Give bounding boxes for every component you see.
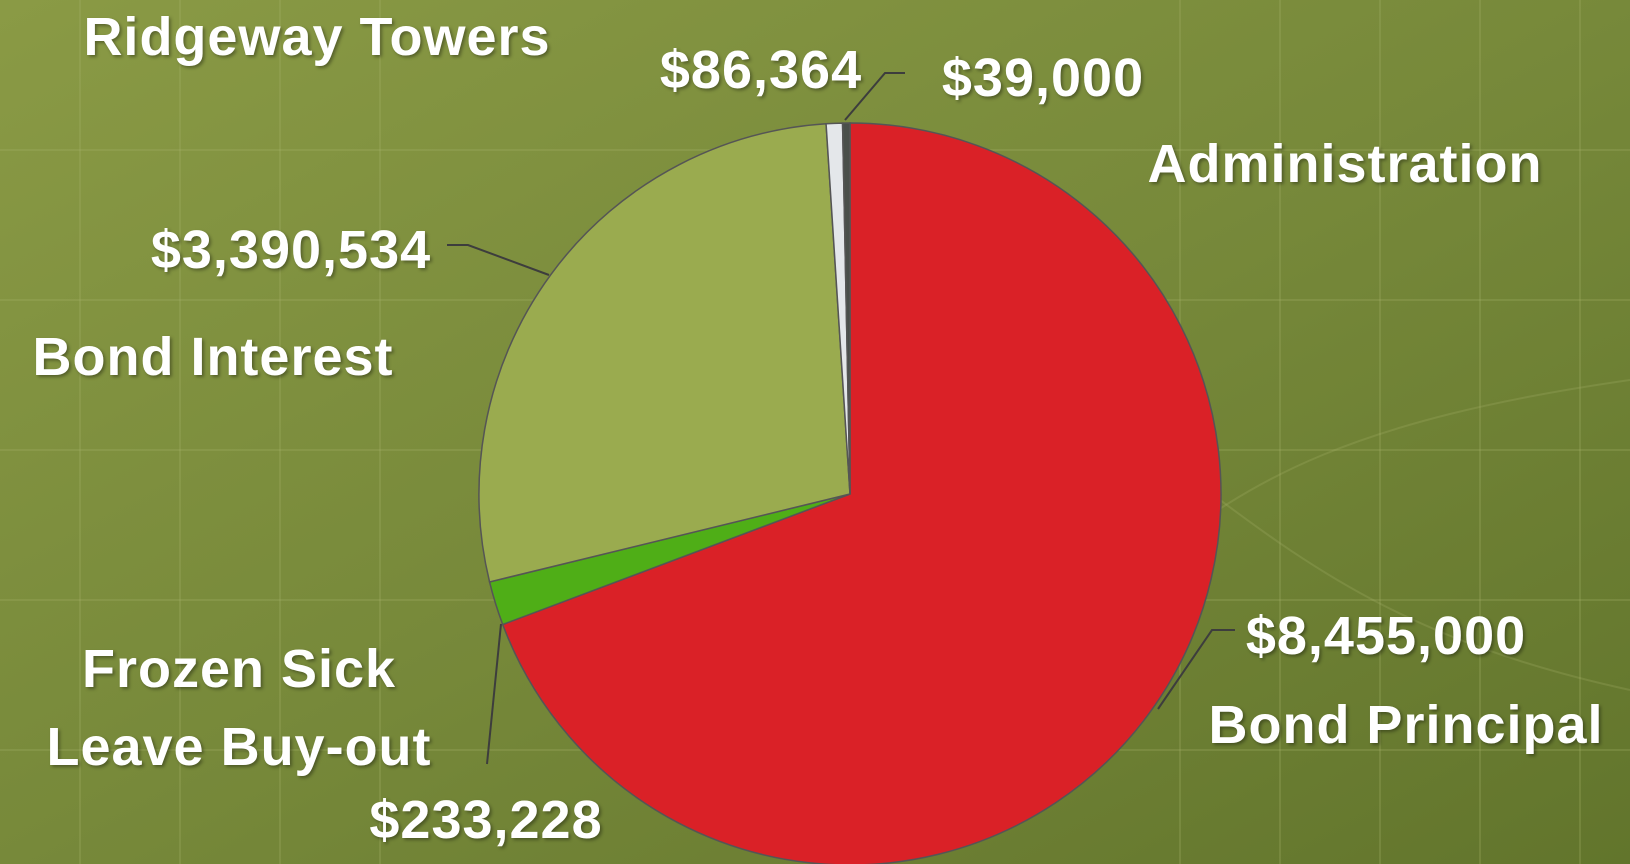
category-label: Administration bbox=[1147, 134, 1543, 194]
pie bbox=[478, 122, 1222, 864]
category-label: Frozen Sick Leave Buy-out bbox=[46, 639, 432, 777]
category-label: Bond Principal bbox=[1208, 695, 1604, 755]
leader-line bbox=[486, 623, 502, 765]
pie-slice bbox=[841, 122, 851, 495]
value-label: $39,000 bbox=[941, 48, 1145, 108]
pie-slice bbox=[501, 122, 1222, 864]
pie-slice bbox=[478, 122, 851, 583]
value-label: $233,228 bbox=[369, 790, 603, 850]
leader-lines bbox=[447, 72, 1235, 765]
leader-line bbox=[844, 72, 905, 121]
category-label: Ridgeway Towers bbox=[83, 7, 551, 67]
leader-line bbox=[1157, 629, 1235, 710]
category-label: Bond Interest bbox=[32, 327, 394, 387]
leader-line bbox=[447, 244, 550, 276]
value-label: $8,455,000 bbox=[1245, 606, 1527, 666]
value-label: $3,390,534 bbox=[150, 220, 432, 280]
value-label: $86,364 bbox=[659, 40, 863, 100]
